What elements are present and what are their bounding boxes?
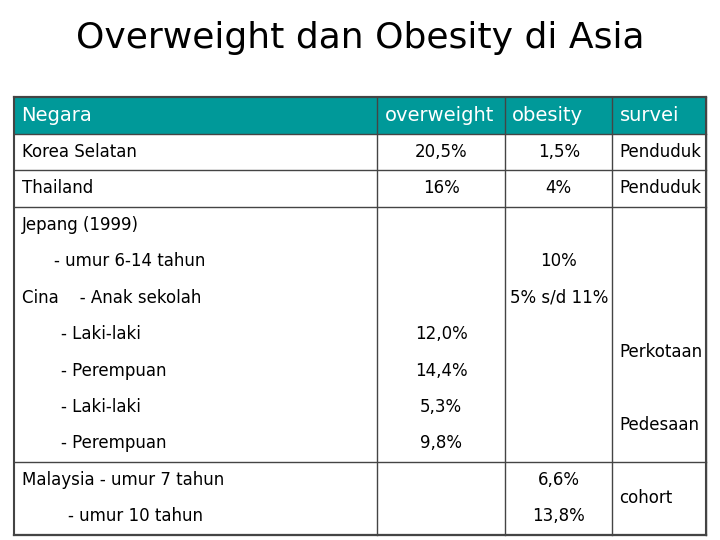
Text: 10%: 10% — [540, 252, 577, 270]
Text: 20,5%: 20,5% — [415, 143, 467, 161]
Text: Penduduk: Penduduk — [619, 179, 701, 197]
Bar — [612, 207, 706, 462]
Bar — [377, 170, 505, 206]
Bar — [377, 134, 505, 170]
Bar — [14, 134, 377, 170]
Text: 4%: 4% — [546, 179, 572, 197]
Bar — [505, 134, 612, 170]
Bar — [505, 97, 612, 134]
Bar — [14, 170, 377, 206]
Bar — [377, 462, 505, 535]
Text: overweight: overweight — [384, 106, 494, 125]
Text: Thailand: Thailand — [22, 179, 93, 197]
Text: survei: survei — [619, 106, 679, 125]
Text: 5% s/d 11%: 5% s/d 11% — [510, 289, 608, 307]
Text: 6,6%: 6,6% — [538, 471, 580, 489]
Text: - umur 10 tahun: - umur 10 tahun — [68, 508, 204, 525]
Text: - Laki-laki: - Laki-laki — [61, 325, 141, 343]
Text: Perkotaan: Perkotaan — [619, 343, 703, 361]
Text: - Perempuan: - Perempuan — [61, 435, 167, 453]
Text: Overweight dan Obesity di Asia: Overweight dan Obesity di Asia — [76, 21, 644, 55]
Text: cohort: cohort — [619, 489, 672, 507]
Bar — [612, 97, 706, 134]
Text: Jepang (1999): Jepang (1999) — [22, 216, 138, 234]
Text: - umur 6-14 tahun: - umur 6-14 tahun — [54, 252, 205, 270]
Text: Malaysia - umur 7 tahun: Malaysia - umur 7 tahun — [22, 471, 224, 489]
Bar — [505, 462, 612, 535]
Text: 9,8%: 9,8% — [420, 435, 462, 453]
Text: 1,5%: 1,5% — [538, 143, 580, 161]
Text: Negara: Negara — [22, 106, 92, 125]
Text: Penduduk: Penduduk — [619, 143, 701, 161]
Text: 13,8%: 13,8% — [532, 508, 585, 525]
Text: 14,4%: 14,4% — [415, 362, 467, 380]
Bar — [14, 207, 377, 462]
Text: obesity: obesity — [513, 106, 583, 125]
Text: - Perempuan: - Perempuan — [61, 362, 167, 380]
Bar — [377, 207, 505, 462]
Bar — [14, 97, 377, 134]
Text: 12,0%: 12,0% — [415, 325, 467, 343]
Text: Pedesaan: Pedesaan — [619, 416, 700, 434]
Text: 16%: 16% — [423, 179, 459, 197]
Bar — [612, 170, 706, 206]
Bar — [505, 207, 612, 462]
Bar — [14, 462, 377, 535]
Text: Cina    - Anak sekolah: Cina - Anak sekolah — [22, 289, 201, 307]
Text: 5,3%: 5,3% — [420, 398, 462, 416]
Text: Korea Selatan: Korea Selatan — [22, 143, 137, 161]
Bar — [505, 170, 612, 206]
Bar — [612, 462, 706, 535]
Bar — [612, 134, 706, 170]
Bar — [377, 97, 505, 134]
Text: - Laki-laki: - Laki-laki — [61, 398, 141, 416]
